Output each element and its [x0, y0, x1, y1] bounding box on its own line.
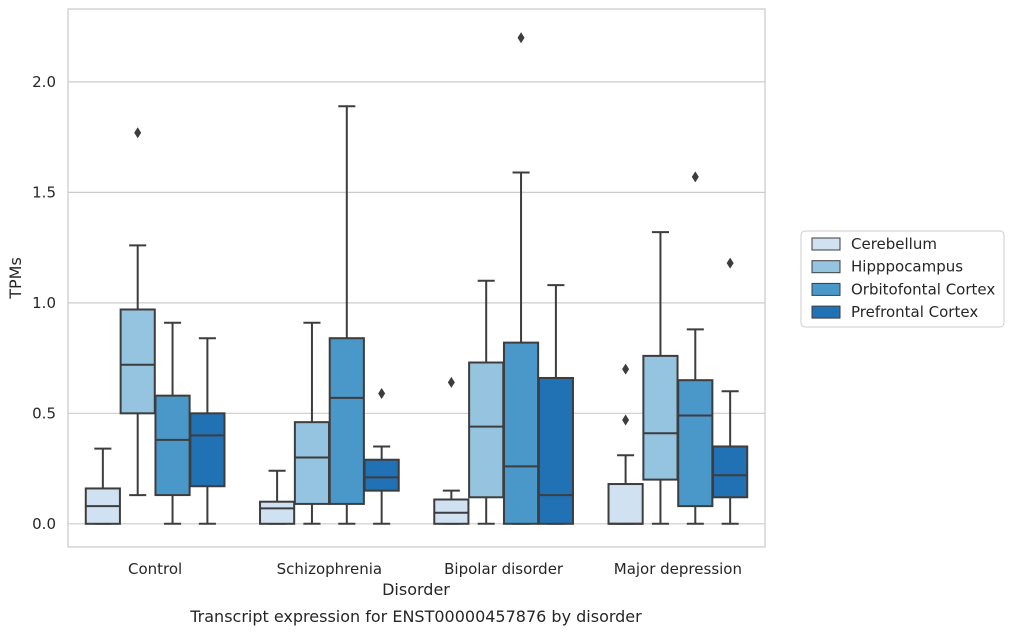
y-tick-label: 2.0: [32, 73, 56, 91]
box-prefrontal-cortex: [363, 387, 400, 525]
box-iqr: [119, 308, 156, 415]
y-axis-label: TPMs: [6, 257, 25, 300]
box-prefrontal-cortex: [712, 257, 749, 525]
legend: Cerebellum Hipppocampus Orbitofontal Corte…: [800, 230, 1005, 328]
legend-frame: [800, 230, 1005, 328]
box-iqr: [677, 379, 714, 508]
legend-label: Prefrontal Cortex: [851, 303, 978, 321]
box-cerebellum: [607, 363, 644, 525]
box-iqr: [712, 445, 749, 499]
box-orbitofontal-cortex: [154, 321, 191, 525]
box-iqr: [642, 354, 679, 481]
outlier-marker: [378, 387, 386, 399]
chart-caption: Transcript expression for ENST0000045787…: [189, 607, 642, 626]
box-iqr: [259, 500, 296, 525]
legend-swatch: [811, 260, 841, 274]
box-iqr: [502, 341, 540, 525]
box-prefrontal-cortex: [537, 284, 574, 525]
outlier-marker: [622, 363, 630, 375]
outlier-marker: [134, 127, 142, 139]
box-hipppocampus: [119, 127, 156, 497]
box-orbitofontal-cortex: [328, 105, 365, 525]
outlier-marker: [622, 414, 630, 426]
box-cerebellum: [84, 447, 121, 525]
box-iqr: [328, 337, 365, 505]
legend-label: Hipppocampus: [851, 258, 963, 276]
x-axis-label: Disorder: [382, 580, 450, 599]
outlier-marker: [726, 257, 734, 269]
outlier-marker: [691, 171, 699, 183]
x-tick-label: Major depression: [614, 560, 742, 578]
outlier-marker: [517, 32, 525, 44]
x-axis-ticks: Control Schizophrenia Bipolar disorder Majo…: [128, 560, 742, 578]
legend-swatch: [811, 282, 841, 296]
legend-label: Orbitofontal Cortex: [851, 280, 995, 298]
box-iqr: [607, 483, 644, 525]
box-prefrontal-cortex: [189, 337, 226, 525]
box-iqr: [293, 421, 331, 505]
y-tick-label: 0.5: [32, 404, 56, 422]
legend-swatch: [811, 237, 841, 251]
box-cerebellum: [433, 376, 470, 525]
box-iqr: [537, 376, 574, 525]
y-tick-label: 1.0: [32, 294, 56, 312]
box-iqr: [433, 498, 470, 525]
box-iqr: [468, 361, 505, 499]
y-axis-ticks: 0.0 0.5 1.0 1.5 2.0: [32, 73, 56, 533]
x-tick-label: Bipolar disorder: [444, 560, 564, 578]
legend-label: Cerebellum: [851, 235, 937, 253]
box-orbitofontal-cortex: [677, 171, 714, 525]
box-orbitofontal-cortex: [502, 32, 540, 525]
legend-swatch: [811, 305, 841, 319]
box-hipppocampus: [468, 279, 505, 525]
box-iqr: [363, 458, 400, 492]
x-tick-label: Control: [128, 560, 182, 578]
x-tick-label: Schizophrenia: [277, 560, 382, 578]
box-cerebellum: [259, 469, 296, 525]
y-tick-label: 0.0: [32, 515, 56, 533]
box-iqr: [154, 394, 191, 497]
boxes: [84, 32, 749, 525]
outlier-marker: [447, 376, 455, 388]
box-iqr: [189, 412, 226, 488]
y-tick-label: 1.5: [32, 183, 56, 201]
